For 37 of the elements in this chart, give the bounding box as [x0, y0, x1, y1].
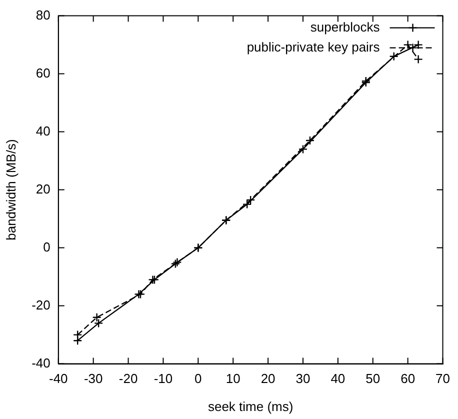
x-tick-label: -10 [154, 371, 173, 386]
point [298, 144, 308, 154]
x-tick-label: -20 [118, 371, 138, 386]
y-tick-label: 20 [36, 181, 50, 196]
x-tick-label: 70 [436, 371, 450, 386]
x-tick-label: 60 [400, 371, 416, 386]
point [246, 195, 256, 205]
legend-label: public-private key pairs [246, 39, 380, 54]
x-tick-label: -40 [48, 371, 68, 386]
x-tick-label: 50 [366, 371, 380, 386]
point [134, 290, 144, 299]
point [170, 259, 180, 268]
x-tick-label: 0 [194, 371, 202, 386]
point [148, 275, 158, 284]
point [414, 40, 423, 50]
y-axis-title: bandwidth (MB/s) [3, 139, 18, 240]
x-axis-title: seek time (ms) [208, 398, 294, 414]
point [305, 136, 315, 146]
point [242, 200, 252, 209]
legend-label: superblocks [310, 19, 380, 34]
y-tick-label: 80 [36, 7, 50, 22]
x-tick-label: -30 [84, 371, 103, 386]
y-tick-label: -40 [32, 355, 50, 370]
point [414, 54, 423, 64]
point [389, 52, 398, 61]
point [136, 290, 146, 299]
y-tick-label: 40 [36, 123, 50, 138]
point [172, 258, 182, 267]
x-tick-label: 30 [296, 371, 310, 386]
x-tick-label: 10 [226, 371, 240, 386]
point [73, 336, 82, 346]
y-tick-label: 60 [36, 65, 50, 80]
point [150, 275, 160, 284]
x-tick-label: 40 [330, 371, 346, 386]
y-tick-label: 0 [43, 239, 50, 254]
y-tick-label: -20 [32, 297, 50, 312]
x-tick-label: 20 [260, 371, 276, 386]
